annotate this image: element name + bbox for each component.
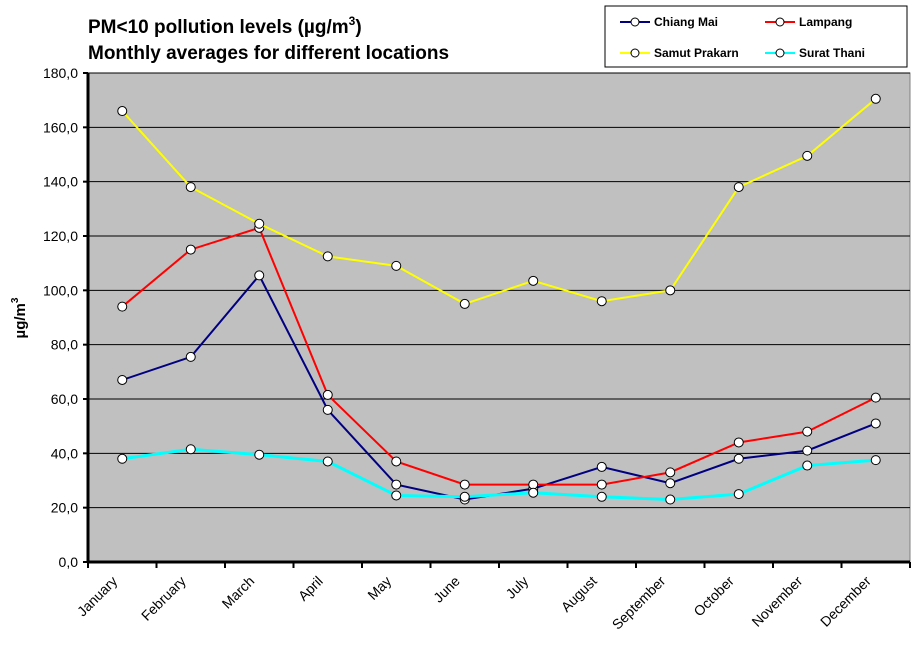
- x-tick-label: October: [690, 573, 737, 620]
- x-tick-label: January: [74, 573, 121, 620]
- data-point: [733, 489, 744, 500]
- legend-label: Chiang Mai: [654, 15, 718, 29]
- y-tick-label: 180,0: [43, 65, 78, 81]
- y-tick-label: 140,0: [43, 174, 78, 190]
- series-lampang: [117, 222, 881, 490]
- y-tick-label: 40,0: [51, 445, 78, 461]
- series-line: [121, 98, 877, 306]
- data-point: [391, 260, 402, 271]
- data-point: [254, 270, 265, 281]
- data-point: [596, 296, 607, 307]
- chart-subtitle: Monthly averages for different locations: [88, 43, 449, 64]
- data-point: [185, 182, 196, 193]
- x-tick-label: September: [609, 573, 669, 633]
- y-axis-label: µg/m3: [10, 297, 29, 338]
- legend-marker: [630, 48, 640, 58]
- data-point: [459, 298, 470, 309]
- x-tick-label: December: [817, 573, 874, 630]
- x-tick-label: June: [430, 573, 463, 606]
- data-point: [665, 494, 676, 505]
- data-point: [802, 460, 813, 471]
- series-line: [121, 226, 877, 486]
- y-tick-label: 0,0: [59, 554, 79, 570]
- legend-marker: [630, 17, 640, 27]
- data-point: [322, 404, 333, 415]
- data-point: [459, 479, 470, 490]
- data-point: [322, 389, 333, 400]
- data-point: [665, 285, 676, 296]
- x-tick-label: February: [138, 573, 189, 624]
- data-point: [665, 478, 676, 489]
- data-point: [322, 251, 333, 262]
- data-point: [185, 351, 196, 362]
- chart-title: PM<10 pollution levels (µg/m3): [88, 14, 362, 38]
- data-point: [391, 456, 402, 467]
- x-tick-label: November: [748, 573, 805, 630]
- data-point: [596, 461, 607, 472]
- data-point: [117, 453, 128, 464]
- data-point: [596, 491, 607, 502]
- data-point: [254, 218, 265, 229]
- data-point: [117, 301, 128, 312]
- legend-item: Lampang: [765, 15, 852, 29]
- x-tick-label: May: [364, 573, 394, 603]
- series-samut-prakarn: [117, 93, 881, 309]
- y-tick-label: 80,0: [51, 337, 78, 353]
- data-point: [117, 106, 128, 117]
- y-tick-label: 20,0: [51, 500, 78, 516]
- y-tick-label: 160,0: [43, 119, 78, 135]
- data-point: [322, 456, 333, 467]
- data-point: [802, 150, 813, 161]
- data-point: [391, 479, 402, 490]
- data-point: [596, 479, 607, 490]
- legend-label: Lampang: [799, 15, 852, 29]
- x-tick-label: April: [295, 573, 326, 604]
- legend-label: Samut Prakarn: [654, 46, 739, 60]
- legend-label: Surat Thani: [799, 46, 865, 60]
- data-point: [733, 182, 744, 193]
- y-tick-label: 100,0: [43, 282, 78, 298]
- x-tick-label: July: [502, 573, 531, 602]
- data-point: [870, 455, 881, 466]
- data-point: [391, 490, 402, 501]
- data-point: [665, 467, 676, 478]
- data-point: [870, 93, 881, 104]
- data-point: [459, 491, 470, 502]
- data-point: [733, 453, 744, 464]
- data-point: [733, 437, 744, 448]
- legend-item: Samut Prakarn: [620, 46, 739, 60]
- data-point: [117, 374, 128, 385]
- series-surat-thani: [117, 444, 881, 505]
- x-tick-label: March: [219, 573, 258, 612]
- data-point: [870, 392, 881, 403]
- legend-marker: [775, 17, 785, 27]
- y-tick-label: 60,0: [51, 391, 78, 407]
- legend-item: Chiang Mai: [620, 15, 718, 29]
- data-point: [802, 445, 813, 456]
- series-line: [122, 447, 876, 502]
- plot-area: [87, 72, 911, 563]
- data-point: [254, 449, 265, 460]
- legend-item: Surat Thani: [765, 46, 865, 60]
- data-point: [802, 426, 813, 437]
- legend: Chiang Mai Lampang Samut Prakarn Surat Than…: [604, 5, 908, 68]
- x-tick-label: August: [558, 573, 600, 615]
- legend-marker: [775, 48, 785, 58]
- data-point: [528, 487, 539, 498]
- data-point: [870, 418, 881, 429]
- data-point: [528, 275, 539, 286]
- y-tick-label: 120,0: [43, 228, 78, 244]
- data-point: [185, 444, 196, 455]
- legend-box: [604, 5, 908, 68]
- data-point: [185, 244, 196, 255]
